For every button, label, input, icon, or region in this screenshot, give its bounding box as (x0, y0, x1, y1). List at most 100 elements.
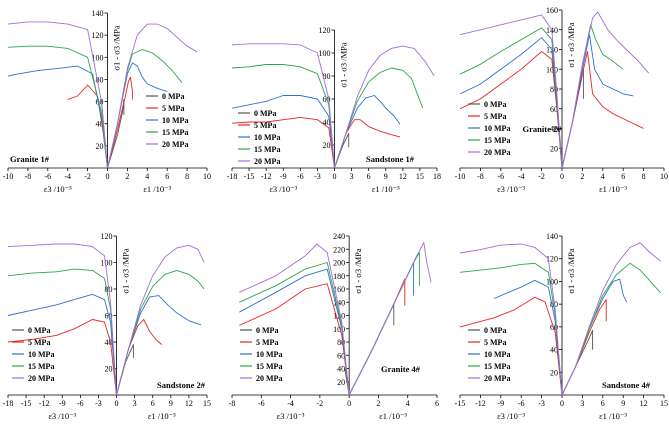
series-line-15-mpa-axial (334, 67, 424, 169)
x-tick-label: 6 (621, 172, 625, 181)
y-tick-label: 180 (333, 272, 345, 281)
x-tick-label: -12 (261, 172, 272, 181)
x-tick-label: -10 (3, 172, 14, 181)
legend: 0 MPa 5 MPa 10 MPa 15 MPa 20 MPa (468, 326, 510, 383)
legend-label: 20 MPa (162, 140, 188, 149)
y-tick-label: 20 (550, 144, 558, 153)
chart-panel-5: -8 -6 -4 -2 0 2 4 6 20 40 60 80 100 120 140 160 180 200 22… (229, 232, 439, 421)
series-line-10-mpa-axial (334, 95, 401, 169)
legend-label: 0 MPa (484, 100, 506, 109)
series-line-5-mpa-axial (116, 319, 163, 396)
x-axis-label-left: ε3 /10⁻³ (277, 411, 305, 421)
y-tick-label: 80 (96, 75, 104, 84)
y-tick-label: 20 (337, 378, 345, 387)
legend-label: 15 MPa (484, 136, 510, 145)
x-tick-label: -18 (3, 399, 14, 408)
x-tick-label: 12 (185, 399, 193, 408)
y-tick-label: 40 (105, 338, 113, 347)
x-tick-label: -10 (455, 172, 466, 181)
legend-label: 20 MPa (256, 374, 282, 383)
legend-label: 0 MPa (484, 326, 506, 335)
series-line-15-mpa-lateral (7, 45, 108, 169)
series-line-15-mpa-lateral (459, 262, 563, 396)
y-tick-label: 160 (546, 6, 558, 15)
x-axis-label-left: ε3 /10⁻³ (269, 184, 297, 194)
y-tick-label: 200 (333, 259, 345, 268)
x-tick-label: 0 (333, 172, 337, 181)
series-line-20-mpa-lateral (231, 43, 335, 169)
series-line-0-mpa-axial (107, 98, 125, 169)
legend-label: 15 MPa (28, 362, 54, 371)
x-tick-label: -6 (258, 399, 265, 408)
chart-panel-1: -10 -8 -6 -4 -2 0 2 4 6 8 10 20 40 60 80 100 120 140 σ1 - … (3, 9, 211, 194)
legend-label: 0 MPa (28, 326, 50, 335)
x-tick-label: -15 (244, 172, 255, 181)
y-tick-label: 60 (337, 351, 345, 360)
legend-label: 0 MPa (256, 326, 278, 335)
y-tick-label: 40 (550, 346, 558, 355)
y-axis-label: σ1 - σ3 /MPa (566, 248, 576, 294)
y-tick-label: 40 (323, 118, 331, 127)
y-tick-label: 140 (546, 232, 558, 241)
x-tick-label: -6 (497, 172, 504, 181)
x-tick-label: -8 (25, 172, 32, 181)
x-tick-label: 15 (660, 399, 668, 408)
x-tick-label: -12 (475, 399, 486, 408)
x-tick-label: 18 (433, 172, 441, 181)
x-tick-label: 12 (399, 172, 407, 181)
series-line-20-mpa-lateral (7, 21, 108, 169)
x-tick-label: -8 (229, 399, 236, 408)
x-tick-label: 6 (151, 399, 155, 408)
y-tick-label: 220 (333, 245, 345, 254)
y-tick-label: 120 (333, 312, 345, 321)
y-tick-label: 140 (92, 9, 104, 18)
x-tick-label: 6 (601, 399, 605, 408)
legend-label: 5 MPa (484, 112, 506, 121)
y-tick-label: 100 (546, 65, 558, 74)
x-tick-label: -12 (39, 399, 50, 408)
legend-label: 15 MPa (162, 128, 188, 137)
series-line-5-mpa-lateral (231, 116, 335, 169)
y-tick-label: 20 (550, 368, 558, 377)
y-tick-label: 100 (546, 277, 558, 286)
legend: 0 MPa 5 MPa 10 MPa 15 MPa 20 MPa (12, 326, 54, 383)
x-tick-label: 15 (203, 399, 211, 408)
series-line-20-mpa-lateral (459, 14, 563, 169)
y-tick-label: 140 (333, 298, 345, 307)
x-tick-label: 0 (106, 172, 110, 181)
x-tick-label: -4 (518, 172, 525, 181)
y-axis-label: σ1 - σ3 /MPa (112, 25, 122, 71)
y-tick-label: 120 (101, 232, 113, 241)
x-tick-label: -3 (95, 399, 102, 408)
x-tick-label: 15 (416, 172, 424, 181)
x-tick-label: -9 (497, 399, 504, 408)
x-tick-label: 6 (165, 172, 169, 181)
x-tick-label: -15 (455, 399, 466, 408)
series-line-5-mpa-axial (561, 51, 644, 169)
y-tick-label: 100 (319, 49, 331, 58)
x-tick-label: 6 (435, 399, 439, 408)
x-tick-label: 0 (347, 399, 351, 408)
x-tick-label: 3 (133, 399, 137, 408)
x-tick-label: 2 (376, 399, 380, 408)
legend-label: 10 MPa (28, 350, 54, 359)
y-axis-label: σ1 - σ3 /MPa (121, 248, 131, 294)
legend: 0 MPa 5 MPa 10 MPa 15 MPa 20 MPa (146, 92, 188, 149)
y-tick-label: 80 (323, 72, 331, 81)
x-tick-label: 2 (580, 172, 584, 181)
series-line-20-mpa-axial (561, 11, 650, 169)
x-tick-label: 9 (169, 399, 173, 408)
x-tick-label: -2 (538, 172, 545, 181)
x-axis-label-right: ε1 /10⁻³ (599, 184, 627, 194)
series-line-0-mpa-axial (116, 344, 134, 396)
series-line-20-mpa-axial (334, 45, 435, 169)
series-line-10-mpa-axial (107, 62, 168, 169)
x-tick-label: 0 (115, 399, 119, 408)
series-line-10-mpa-axial (561, 278, 628, 396)
series-line-10-mpa-lateral (459, 37, 563, 169)
x-tick-label: -3 (314, 172, 321, 181)
y-tick-label: 240 (333, 232, 345, 241)
series-line-15-mpa-lateral (459, 27, 563, 169)
series-line-20-mpa-lateral (239, 243, 350, 396)
x-tick-label: 9 (621, 399, 625, 408)
